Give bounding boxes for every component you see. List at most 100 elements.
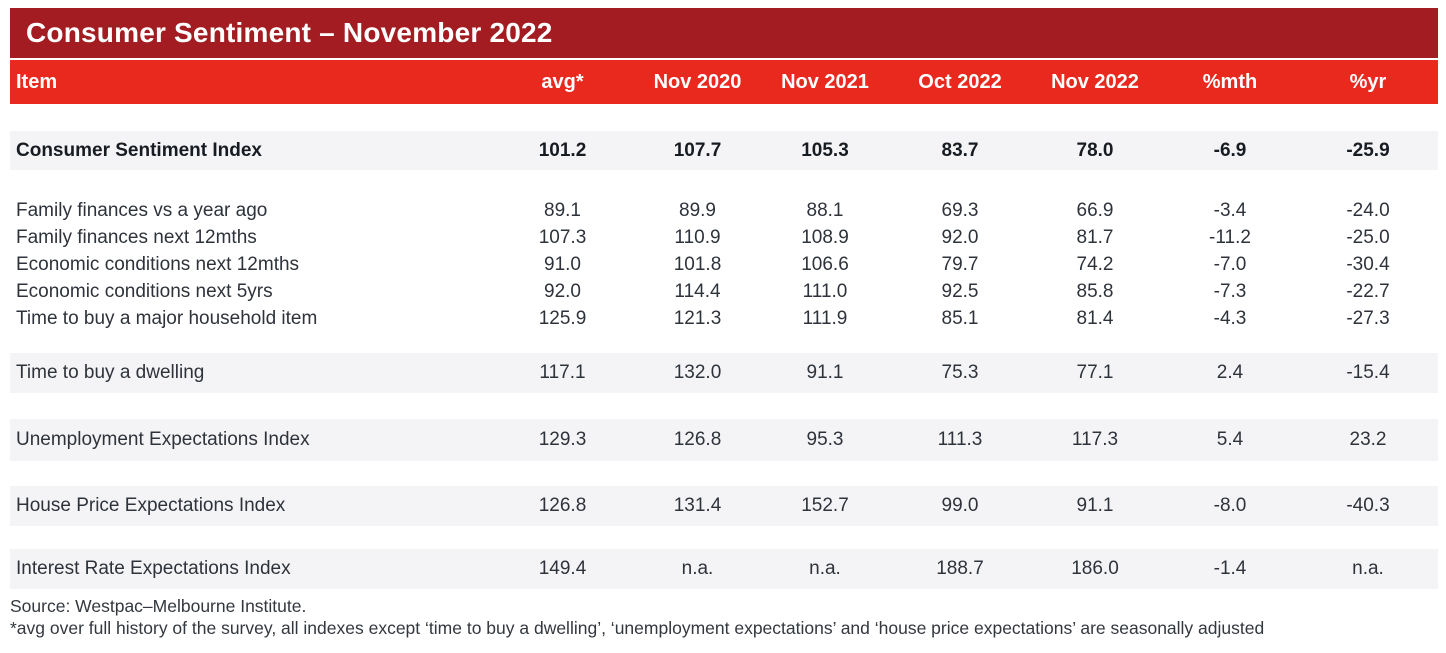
cell-value: 92.5 [941, 280, 979, 302]
cell-value: -6.9 [1213, 139, 1247, 161]
cell-value: 126.8 [538, 495, 587, 516]
row-label: Consumer Sentiment Index [16, 139, 262, 161]
row-group: Consumer Sentiment Index 101.2 107.7 105.3 8… [10, 131, 1438, 170]
cell-value: -1.4 [1213, 558, 1247, 579]
cell-value: -7.3 [1213, 280, 1247, 302]
column-header-yr: %yr [1349, 70, 1387, 93]
cell-value: 2.4 [1216, 362, 1244, 383]
cell-value: 111.9 [802, 307, 848, 329]
column-header-nov-2020: Nov 2020 [653, 70, 742, 93]
cell-value: 105.3 [801, 139, 849, 161]
row-label: House Price Expectations Index [16, 495, 286, 516]
cell-value: -11.2 [1209, 226, 1251, 248]
cell-value: 132.0 [673, 362, 722, 383]
table-row: Family finances next 12mths 107.3 110.9 108… [10, 224, 1438, 251]
source-note: Source: Westpac–Melbourne Institute. [10, 596, 307, 616]
footnote: *avg over full history of the survey, al… [10, 618, 1265, 638]
cell-value: 101.2 [538, 139, 587, 161]
row-group: Family finances vs a year ago 89.1 89.9 88.… [10, 197, 1438, 332]
cell-value: 23.2 [1349, 429, 1387, 450]
cell-value: 91.1 [806, 362, 844, 383]
row-label: Time to buy a major household item [16, 307, 318, 329]
row-group: Unemployment Expectations Index 129.3 126.… [10, 419, 1438, 461]
cell-value: 99.0 [941, 495, 979, 516]
table-row: Economic conditions next 12mths 91.0 101.8… [10, 251, 1438, 278]
table-row: House Price Expectations Index 126.8 131.4… [10, 486, 1438, 526]
cell-value: 77.1 [1076, 362, 1114, 383]
column-header-item: Item [16, 70, 58, 93]
cell-value: 114.4 [674, 280, 721, 302]
report-title: Consumer Sentiment – November 2022 [26, 17, 553, 48]
cell-value: n.a. [809, 558, 841, 579]
row-label: Interest Rate Expectations Index [16, 558, 291, 579]
cell-value: 92.0 [941, 226, 979, 248]
cell-value: 101.8 [673, 253, 722, 275]
cell-value: 117.1 [539, 362, 586, 383]
cell-value: 85.8 [1076, 280, 1114, 302]
cell-value: 95.3 [806, 429, 844, 450]
cell-value: 81.4 [1076, 307, 1114, 329]
row-label: Unemployment Expectations Index [16, 429, 310, 450]
cell-value: 74.2 [1076, 253, 1114, 275]
cell-value: 83.7 [941, 139, 979, 161]
cell-value: 149.4 [538, 558, 587, 579]
cell-value: 107.3 [538, 226, 587, 248]
cell-value: 125.9 [538, 307, 587, 329]
cell-value: 92.0 [544, 280, 581, 302]
cell-value: 69.3 [941, 199, 979, 221]
title-bar: Consumer Sentiment – November 2022 [10, 8, 1438, 58]
table-body: Consumer Sentiment Index 101.2 107.7 105.3 8… [10, 131, 1438, 589]
table-row: Interest Rate Expectations Index 149.4 n.a… [10, 549, 1438, 589]
column-header-avg: avg* [541, 70, 584, 93]
cell-value: 126.8 [673, 429, 722, 450]
cell-value: 89.1 [544, 199, 581, 221]
consumer-sentiment-report: Consumer Sentiment – November 2022 Item a… [0, 8, 1446, 639]
row-label: Economic conditions next 12mths [16, 253, 300, 275]
cell-value: 108.9 [801, 226, 849, 248]
row-label: Economic conditions next 5yrs [16, 280, 273, 302]
cell-value: -25.0 [1346, 226, 1390, 248]
cell-value: 188.7 [936, 558, 984, 579]
cell-value: 106.6 [801, 253, 849, 275]
table-row: Time to buy a major household item 125.9 1… [10, 305, 1438, 332]
cell-value: -22.7 [1346, 280, 1390, 302]
cell-value: -27.3 [1346, 307, 1390, 329]
cell-value: 186.0 [1071, 558, 1119, 579]
row-label: Family finances next 12mths [16, 226, 257, 248]
cell-value: 131.4 [673, 495, 722, 516]
row-label: Family finances vs a year ago [16, 199, 268, 221]
row-group: House Price Expectations Index 126.8 131.4… [10, 486, 1438, 526]
cell-value: 121.3 [673, 307, 722, 329]
column-header-nov-2022: Nov 2022 [1051, 70, 1139, 93]
cell-value: 78.0 [1076, 139, 1114, 161]
cell-value: 85.1 [941, 307, 979, 329]
cell-value: 107.7 [673, 139, 722, 161]
cell-value: 79.7 [941, 253, 979, 275]
cell-value: -25.9 [1346, 139, 1390, 161]
table-row: Family finances vs a year ago 89.1 89.9 88.… [10, 197, 1438, 224]
row-group: Time to buy a dwelling 117.1 132.0 91.1 75.3… [10, 353, 1438, 393]
cell-value: 111.3 [937, 429, 983, 450]
cell-value: 91.0 [544, 253, 581, 275]
column-header-oct-2022: Oct 2022 [918, 70, 1002, 93]
row-label: Time to buy a dwelling [16, 362, 205, 383]
cell-value: -7.0 [1213, 253, 1247, 275]
table-row: Time to buy a dwelling 117.1 132.0 91.1 75.3… [10, 353, 1438, 393]
cell-value: -3.4 [1213, 199, 1247, 221]
footer: Source: Westpac–Melbourne Institute. *av… [10, 595, 1438, 639]
cell-value: 88.1 [806, 199, 844, 221]
cell-value: 110.9 [674, 226, 721, 248]
cell-value: n.a. [681, 558, 714, 579]
cell-value: 117.3 [1071, 429, 1119, 450]
cell-value: -30.4 [1346, 253, 1390, 275]
cell-value: 75.3 [941, 362, 979, 383]
row-group: Interest Rate Expectations Index 149.4 n.a… [10, 549, 1438, 589]
table-row: Economic conditions next 5yrs 92.0 114.4 11… [10, 278, 1438, 305]
table-header-bar: Item avg* Nov 2020 Nov 2021 Oct 2022 Nov 2022… [10, 60, 1438, 104]
cell-value: -4.3 [1213, 307, 1247, 329]
cell-value: 152.7 [801, 495, 849, 516]
cell-value: -40.3 [1346, 495, 1390, 516]
cell-value: 91.1 [1076, 495, 1114, 516]
cell-value: -15.4 [1346, 362, 1390, 383]
cell-value: 111.0 [802, 280, 848, 302]
